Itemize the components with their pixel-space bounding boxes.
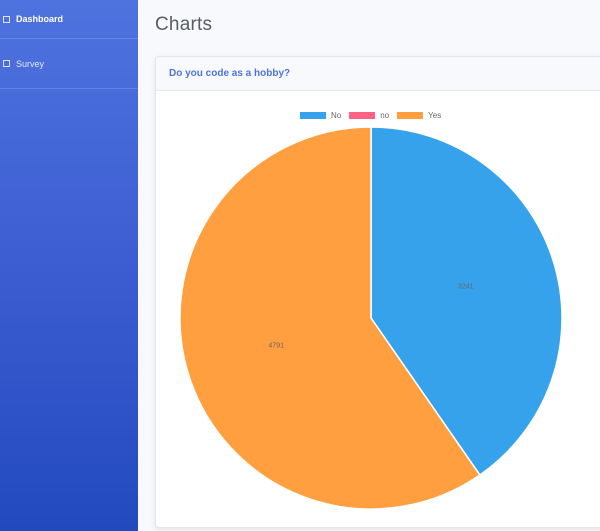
legend-item-no[interactable]: No bbox=[300, 111, 341, 120]
legend-swatch bbox=[300, 111, 326, 119]
sidebar: Dashboard Survey bbox=[0, 0, 138, 531]
legend-label: Yes bbox=[428, 110, 442, 120]
legend-label: No bbox=[331, 110, 342, 120]
pie-slice-no[interactable] bbox=[370, 126, 563, 477]
page-title: Charts bbox=[155, 14, 213, 35]
legend-label: no bbox=[380, 110, 390, 120]
sidebar-item-dashboard[interactable]: Dashboard bbox=[0, 0, 138, 39]
legend-item-no-lowercase[interactable]: no bbox=[349, 111, 389, 120]
pie-value-label: 3241 bbox=[458, 283, 474, 290]
legend-item-yes[interactable]: Yes bbox=[397, 111, 441, 120]
pie-value-label: 4791 bbox=[268, 343, 284, 350]
legend-swatch bbox=[349, 111, 376, 119]
dashboard-icon bbox=[3, 15, 10, 23]
pie-slice-yes[interactable] bbox=[179, 126, 481, 510]
legend-swatch bbox=[397, 111, 424, 119]
sidebar-item-label: Dashboard bbox=[16, 14, 64, 24]
sidebar-item-survey[interactable]: Survey bbox=[0, 39, 138, 89]
sidebar-item-label: Survey bbox=[16, 58, 45, 69]
survey-icon bbox=[3, 60, 10, 67]
chart-legend: No no Yes bbox=[300, 109, 449, 121]
card-title: Do you code as a hobby? bbox=[156, 57, 600, 91]
